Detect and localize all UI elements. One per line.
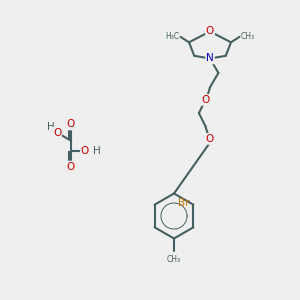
Text: N: N	[206, 53, 214, 64]
Text: O: O	[53, 128, 61, 138]
Text: H: H	[47, 122, 55, 133]
Text: O: O	[66, 161, 75, 172]
Text: CH₃: CH₃	[241, 32, 255, 41]
Text: O: O	[201, 95, 210, 105]
Text: H: H	[93, 146, 101, 156]
Text: O: O	[206, 134, 214, 144]
Text: O: O	[81, 146, 89, 156]
Text: O: O	[66, 119, 75, 130]
Text: H₃C: H₃C	[165, 32, 179, 41]
Text: CH₃: CH₃	[167, 255, 181, 264]
Text: O: O	[206, 26, 214, 37]
Text: Br: Br	[178, 198, 190, 208]
